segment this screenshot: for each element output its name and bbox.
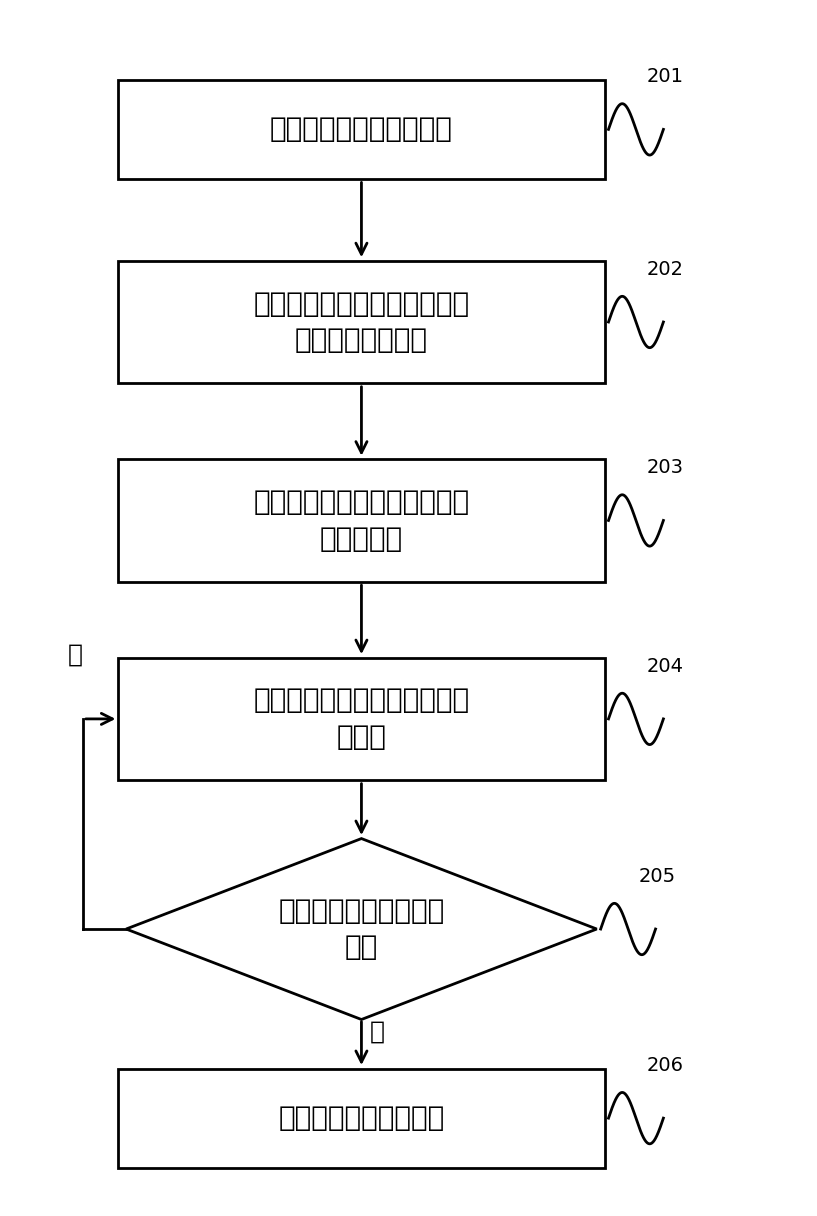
Text: 201: 201 (647, 67, 684, 86)
FancyBboxPatch shape (118, 80, 605, 179)
Text: 206: 206 (647, 1055, 684, 1075)
Text: 204: 204 (647, 657, 684, 676)
Text: 建立光学网点扩大的非线性转
化关系模型: 建立光学网点扩大的非线性转 化关系模型 (253, 488, 470, 553)
FancyBboxPatch shape (118, 260, 605, 383)
Text: 建立校正机械网点扩大的一维
校正转化关系模型: 建立校正机械网点扩大的一维 校正转化关系模型 (253, 289, 470, 354)
Text: 否: 否 (68, 643, 83, 666)
FancyBboxPatch shape (118, 658, 605, 781)
Text: 调用校正因子的最优値: 调用校正因子的最优値 (279, 1104, 444, 1132)
Polygon shape (126, 839, 596, 1019)
FancyBboxPatch shape (118, 1069, 605, 1167)
Text: 校正输出设备的输出条件: 校正输出设备的输出条件 (270, 116, 453, 143)
Text: 判断校正因子是否满足
要求: 判断校正因子是否满足 要求 (279, 896, 444, 962)
Text: 205: 205 (639, 867, 676, 885)
FancyBboxPatch shape (118, 460, 605, 581)
Text: 读取标准色靶光谱值输入特征
化模型: 读取标准色靶光谱值输入特征 化模型 (253, 687, 470, 751)
Text: 203: 203 (647, 458, 684, 477)
Text: 202: 202 (647, 260, 684, 278)
Text: 是: 是 (369, 1019, 385, 1043)
